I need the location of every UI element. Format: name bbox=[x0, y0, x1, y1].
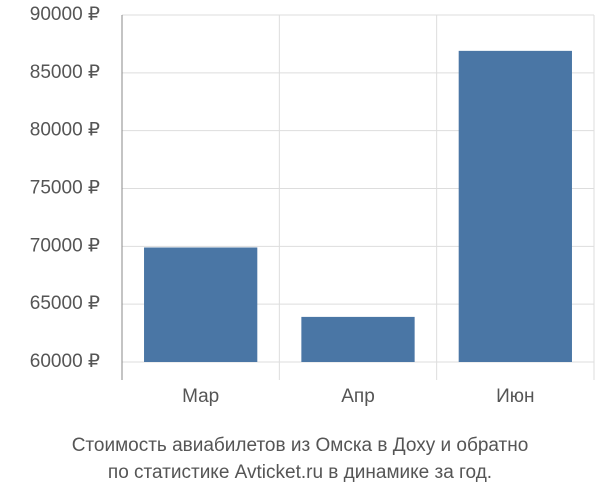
y-tick-label: 80000 ₽ bbox=[30, 120, 100, 141]
bar bbox=[301, 316, 415, 362]
bar bbox=[458, 50, 572, 363]
y-tick-label: 75000 ₽ bbox=[30, 178, 100, 199]
y-tick-label: 85000 ₽ bbox=[30, 62, 100, 83]
bar bbox=[144, 247, 258, 362]
x-tick-label: Мар bbox=[182, 386, 219, 407]
x-tick-label: Июн bbox=[496, 386, 534, 407]
x-tick-label: Апр bbox=[341, 386, 375, 407]
y-tick-label: 70000 ₽ bbox=[30, 235, 100, 256]
y-tick-label: 65000 ₽ bbox=[30, 293, 100, 314]
chart-title: по статистике Avticket.ru в динамике за … bbox=[108, 462, 492, 483]
chart-title: Стоимость авиабилетов из Омска в Доху и … bbox=[72, 435, 529, 456]
y-tick-label: 60000 ₽ bbox=[30, 351, 100, 372]
y-tick-label: 90000 ₽ bbox=[30, 4, 100, 25]
